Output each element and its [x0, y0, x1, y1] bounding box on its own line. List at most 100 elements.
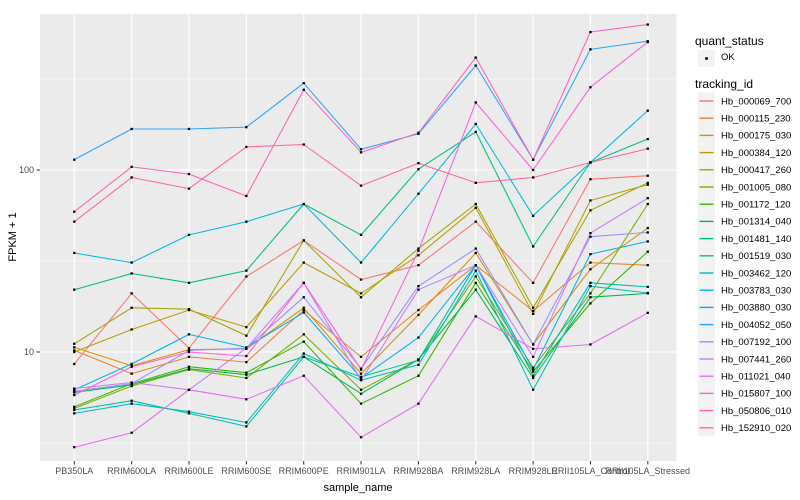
x-axis-title: sample_name [323, 482, 393, 494]
legend-label: Hb_001519_030 [721, 251, 791, 262]
data-point [130, 165, 133, 168]
data-point [187, 350, 191, 354]
data-point [474, 56, 477, 59]
legend-label: Hb_007192_100 [721, 337, 791, 348]
data-point [359, 402, 363, 405]
data-point [646, 23, 649, 26]
data-point [532, 368, 535, 371]
data-point [646, 202, 649, 206]
data-point [589, 86, 592, 89]
data-point [130, 328, 133, 331]
data-point [245, 347, 248, 350]
data-point [73, 349, 76, 352]
data-point [532, 374, 535, 377]
data-point [245, 145, 248, 148]
data-point [474, 315, 477, 318]
data-point [187, 410, 191, 413]
ok-point-marker [705, 57, 708, 60]
data-point [73, 388, 76, 391]
data-point [245, 371, 248, 374]
major-gridlines [40, 14, 677, 461]
data-point [589, 281, 592, 284]
data-point [130, 362, 133, 366]
data-point [302, 374, 305, 377]
data-point [302, 333, 305, 336]
minor-gridlines [40, 78, 677, 444]
data-point [245, 126, 248, 129]
data-point [474, 122, 477, 126]
data-point [130, 381, 133, 384]
data-point [73, 251, 76, 255]
data-point [417, 168, 420, 171]
data-point [187, 365, 191, 368]
legend-label: Hb_001172_120 [721, 200, 791, 211]
data-point [302, 340, 305, 343]
data-point [359, 148, 363, 151]
data-point [73, 389, 76, 393]
data-point [417, 254, 420, 257]
data-point [302, 202, 305, 206]
data-point [130, 306, 133, 309]
data-point [73, 407, 76, 410]
x-tick-label: RRIM901LA [337, 466, 386, 476]
data-point [245, 269, 248, 272]
data-point [417, 192, 420, 195]
data-point [302, 88, 305, 91]
data-point [589, 296, 592, 299]
data-point [187, 367, 191, 370]
data-point [359, 355, 363, 358]
data-point [130, 384, 133, 388]
data-point [302, 261, 305, 264]
axis-ticks [36, 169, 649, 465]
data-point [245, 354, 248, 358]
data-point [474, 130, 477, 133]
data-point [302, 355, 305, 358]
legend-title-tracking-id: tracking_id [695, 77, 754, 91]
data-point [417, 363, 420, 366]
data-point [417, 313, 420, 316]
data-point [359, 376, 363, 380]
data-point [73, 220, 76, 223]
data-point [359, 436, 363, 439]
data-point [417, 285, 420, 288]
data-point [417, 288, 420, 291]
legend-label: Hb_004052_050 [721, 320, 791, 331]
data-point [73, 158, 76, 161]
data-point [417, 131, 420, 134]
x-tick-label: RRIM600PE [279, 466, 329, 476]
data-point [589, 30, 592, 34]
data-point [73, 362, 76, 366]
data-point [474, 181, 477, 184]
data-point [474, 101, 477, 104]
data-point [359, 392, 363, 395]
data-point [187, 308, 191, 311]
x-tick-label: RRIM928LA [451, 466, 500, 476]
data-point [73, 393, 76, 397]
data-point [302, 239, 305, 242]
x-tick-labels: PB350LA RRIM600LA RRIM600LE RRIM600SE RRIM60… [55, 466, 690, 476]
legend-label: Hb_001314_040 [721, 217, 791, 228]
data-point [417, 336, 420, 339]
legend-label-ok: OK [721, 52, 735, 63]
data-point [302, 352, 305, 355]
x-tick-label: RRIM928BA [393, 466, 443, 476]
legend-label: Hb_011021_040 [721, 372, 791, 383]
data-point [302, 281, 305, 284]
data-point [532, 176, 535, 179]
data-point [589, 343, 592, 346]
data-point [245, 275, 248, 278]
data-point [474, 264, 477, 267]
legend-label: Hb_001481_140 [721, 234, 791, 245]
data-point [474, 288, 477, 291]
data-point [130, 402, 133, 405]
data-point [130, 431, 133, 434]
legend-label: Hb_015807_100 [721, 389, 791, 400]
data-point [532, 370, 535, 373]
data-point [646, 137, 649, 141]
data-point [646, 226, 649, 230]
data-point [589, 268, 592, 271]
data-point [646, 250, 649, 253]
y-tick-label: 10 [24, 347, 34, 357]
data-point [130, 127, 133, 131]
